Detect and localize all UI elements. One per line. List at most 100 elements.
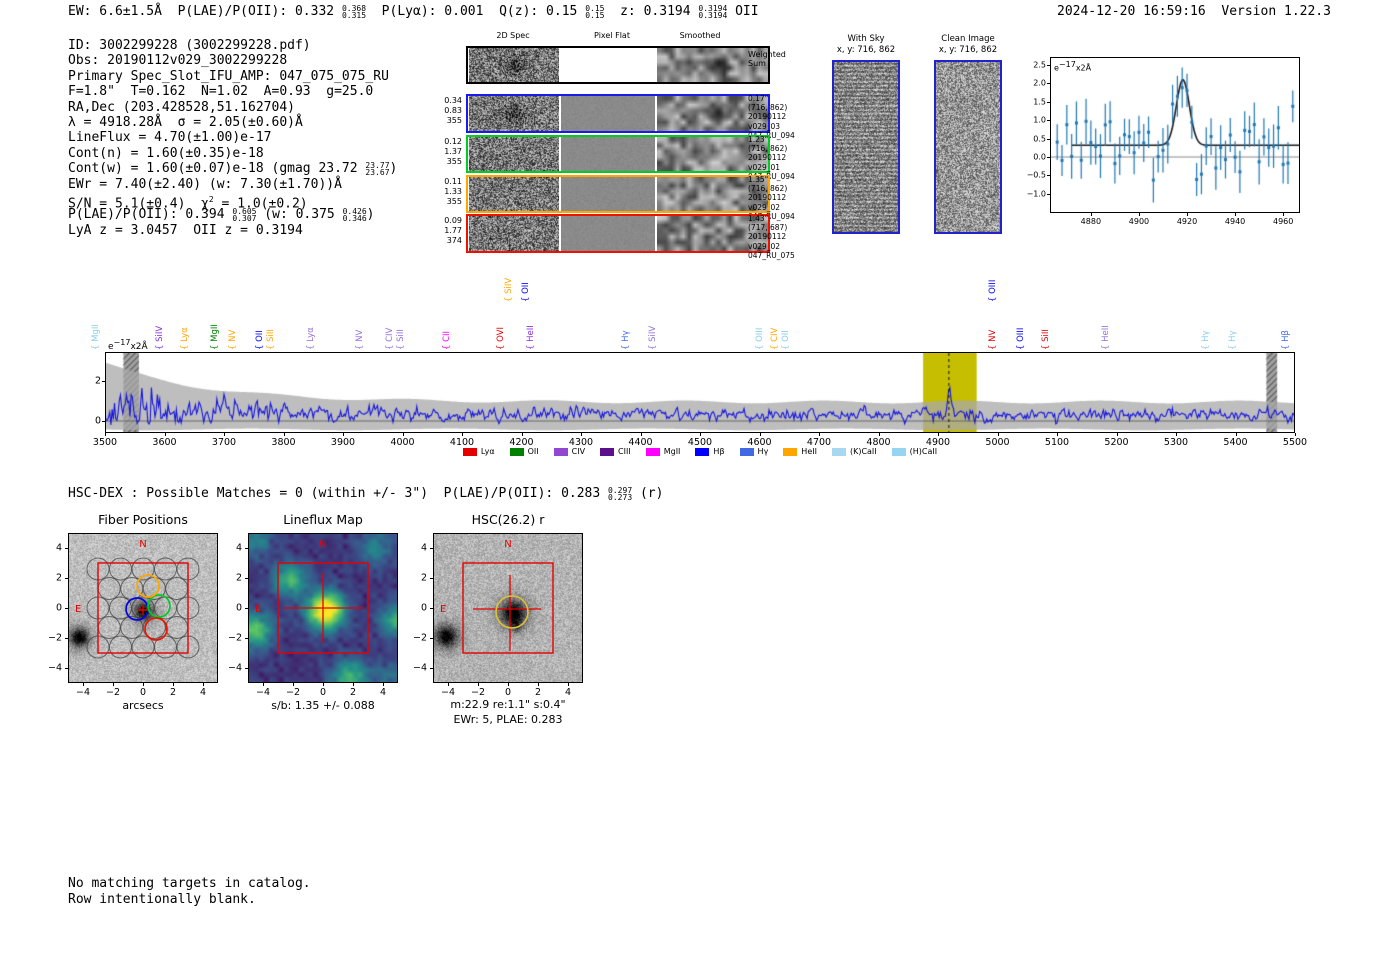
axis-tick [448,683,449,686]
legend-label: HeII [801,447,817,456]
axis-tick [1235,433,1237,436]
axis-tick [1047,138,1050,140]
legend-item: Lyα [462,447,495,456]
fraction-bottom: 0.307 [232,214,257,224]
text-segment: (r) [632,486,664,501]
axis-tick-label: 2 [94,375,101,387]
sky-panel-coords: x, y: 716, 862 [836,45,896,55]
fraction-stack: 0.368 0.315 [342,4,366,19]
axis-tick-label: 2 [420,572,427,584]
spec2d-pixelflat-image [561,216,655,251]
fraction-bottom: 0.15 [585,11,605,20]
info-line: F=1.8" T=0.162 N=1.02 A=0.93 g=25.0 [68,84,397,99]
info-line: ID: 3002299228 (3002299228.pdf) [68,38,397,53]
spec2d-row [466,46,770,84]
spec2d-pixelflat-image [561,177,655,211]
axis-tick-label: 0 [55,602,62,614]
fraction-stack: 0.297 0.273 [608,485,633,501]
fraction-stack: 0.3194 0.3194 [698,4,728,20]
axis-tick-label: 3700 [211,437,237,448]
hsc-caption-2: EWr: 5, PLAE: 0.283 [453,713,563,726]
axis-tick-label: 0.5 [1033,134,1046,144]
fraction-top: 0.297 [608,485,633,495]
legend-swatch [739,447,754,456]
axis-tick-label: 0 [420,602,427,614]
fraction-top: 0.605 [232,207,257,217]
legend-item: MgII [645,447,680,456]
axis-tick-label: 4800 [866,437,891,448]
text-segment: HSC-DEX : Possible Matches = 0 (within +… [68,486,609,501]
text-segment: = 1.0(±0.2) [213,196,308,212]
axis-tick-label: 4000 [390,437,415,448]
spec2d-row-right-meta: 1.23" (716, 862) 20190112 v029_01 047_RU… [748,135,795,181]
axis-tick [383,683,384,686]
spec2d-row [466,135,770,173]
legend-label: Hγ [757,447,769,456]
report-version: Version 1.22.3 [1221,4,1331,19]
emission-line-label: { OII [780,330,791,350]
axis-tick [430,578,433,579]
aperture-circle [495,595,529,629]
clean-image [936,62,1000,232]
spec2d-row-right-meta: 1.35" (716, 862) 20190112 v029_02 047_RU… [748,175,795,221]
axis-tick-label: −2 [47,632,62,644]
axis-tick-label: 4400 [628,437,653,448]
axis-tick [819,433,820,436]
axis-tick-label: 0 [504,687,512,698]
emission-line-label: { SiIV [648,325,659,350]
axis-tick-label: 1.5 [1033,97,1046,107]
axis-tick-label: 4940 [1224,217,1246,226]
axis-tick [430,608,433,609]
text-segment: P(Lyα): 0.001 Q(z): 0.15 [366,4,586,19]
footer-notes: No matching targets in catalog. Row inte… [68,876,311,907]
sky-panel-coords: x, y: 716, 862 [938,45,998,55]
lineflux-map-overlay: NE [255,539,369,654]
flux-units-annotation: e−17x2Å [108,338,148,352]
spectrum-legend: Lyα OII CIV CIII MgII Hβ Hγ HeII (K)CaII (H)CaII [105,447,1295,456]
spec2d-2dspec-image [469,137,559,171]
hsc-cutout-image [434,534,582,682]
spectrum-canvas [106,353,1294,432]
info-line: Obs: 20190112v029_3002299228 [68,53,397,68]
text-segment: P(LAE)/P(OII): 0.394 [68,207,233,223]
axis-tick-label: −2 [470,687,486,698]
sky-panel-title: With Sky [847,34,885,44]
sky-panel-image-frame [934,60,1002,234]
axis-tick-label: −4 [75,687,91,698]
text-segment: S/N = 5.1(±0.4) χ [68,196,209,212]
axis-tick [462,433,463,436]
axis-tick-label: 5100 [1044,437,1070,448]
fiber-circle [109,557,132,581]
legend-label: CIII [618,447,631,456]
axis-tick-label: 4 [564,687,572,698]
axis-tick-label: 0 [319,687,327,698]
text-segment: LyA z = 3.0457 OII z = 0.3194 [68,222,303,238]
axis-tick [430,638,433,639]
fraction-bottom: 0.3194 [698,11,728,20]
emission-line-label: { Hγ [621,330,632,350]
center-cross [138,605,148,615]
center-crosshair [473,575,541,651]
legend-item: (H)CaII [891,447,937,456]
axis-tick-label: 4200 [509,437,534,448]
emission-line-label: { SiII [1040,329,1051,350]
legend-swatch [695,447,710,456]
fraction-top: 23.77 [365,160,390,170]
info-line: Cont(n) = 1.60(±0.35)e-18 [68,146,397,161]
emission-line-label: { HeII [1100,325,1111,350]
axis-tick-label: 2.5 [1033,60,1046,70]
axis-tick [1176,433,1177,436]
spec2d-column-header: Smoothed [679,31,721,40]
spec2d-smoothed-image [657,96,768,131]
info-line: EWr = 7.40(±2.40) (w: 7.30(±1.70))Å [68,177,397,192]
axis-tick-label: 5500 [1282,437,1308,448]
axis-tick-label: 0 [139,687,147,698]
axis-tick [245,668,248,669]
axis-tick [878,433,880,436]
emission-line-label: { Lyα [306,327,316,350]
axis-tick [65,668,68,669]
axis-tick [430,548,433,549]
spec2d-2dspec-image [469,96,559,131]
text-segment: (w: 0.375 [256,207,343,223]
